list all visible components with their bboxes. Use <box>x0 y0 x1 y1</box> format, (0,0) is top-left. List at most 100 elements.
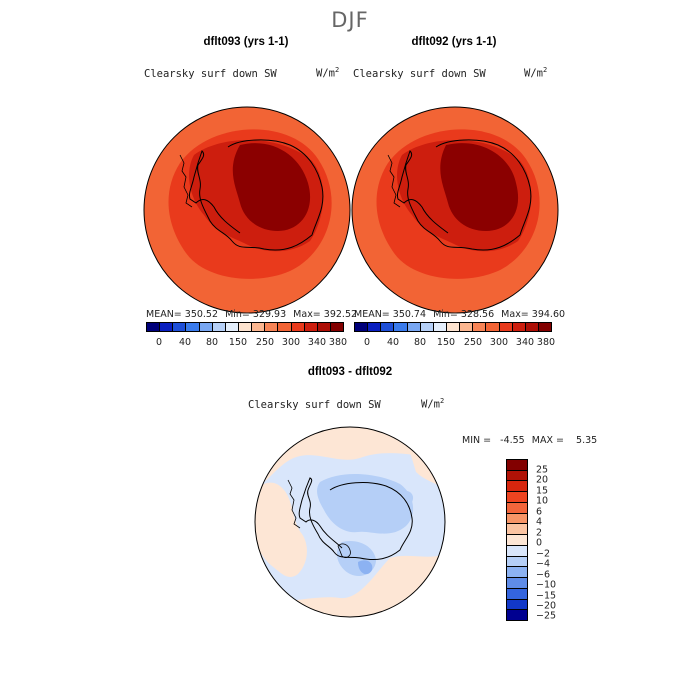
colorbar-swatch <box>507 535 527 546</box>
diff-variable: Clearsky surf down SW <box>248 399 381 411</box>
panel-2-title: dflt092 (yrs 1-1) <box>411 36 497 48</box>
colorbar-tick-label: 6 <box>536 506 543 518</box>
colorbar-tick-label: −25 <box>536 610 557 622</box>
colorbar-tick-label: 25 <box>536 464 549 476</box>
panel-1-colorbar <box>146 322 344 332</box>
colorbar-swatch <box>507 524 527 536</box>
panel-2-variable: Clearsky surf down SW <box>353 68 486 80</box>
diff-units: W/m2 <box>421 397 445 411</box>
panel-2-colorbar-labels: 0 40 80 150 250 300 340 380 <box>354 337 556 349</box>
colorbar-swatch <box>507 556 527 568</box>
colorbar-tick-label: 20 <box>536 474 549 486</box>
panel-1-field <box>144 107 350 313</box>
colorbar-tick-label: 300 <box>489 337 509 348</box>
colorbar-swatch <box>507 567 527 579</box>
colorbar-tick-label: 15 <box>536 485 549 497</box>
diff-field <box>255 427 445 617</box>
colorbar-swatch <box>507 545 527 557</box>
panel-2-stats: MEAN= 350.74 Min= 328.56 Max= 394.60 <box>354 309 569 320</box>
panel-2-units: W/m2 <box>524 66 548 80</box>
panel-2-map <box>351 106 559 314</box>
colorbar-tick-label: 340 <box>515 337 535 348</box>
colorbar-tick-label: 40 <box>178 337 192 348</box>
colorbar-tick-label: 250 <box>463 337 483 348</box>
colorbar-swatch <box>507 588 527 600</box>
panel-1-min: Min= 329.93 <box>225 309 287 320</box>
colorbar-swatch <box>525 323 539 331</box>
diff-title: dflt093 - dflt092 <box>307 366 393 378</box>
colorbar-swatch <box>368 323 382 331</box>
colorbar-swatch <box>265 323 279 331</box>
colorbar-tick-label: 340 <box>307 337 327 348</box>
colorbar-swatch <box>291 323 305 331</box>
colorbar-swatch <box>473 323 487 331</box>
panel-1-colorbar-labels: 0 40 80 150 250 300 340 380 <box>146 337 348 349</box>
colorbar-swatch <box>394 323 408 331</box>
colorbar-swatch <box>252 323 266 331</box>
colorbar-swatch <box>160 323 174 331</box>
colorbar-swatch <box>507 460 527 471</box>
diff-colorbar-labels: 25 20 15 10 6 4 2 0 −2 −4 −6 −10 −15 −20… <box>536 459 576 622</box>
colorbar-swatch <box>381 323 395 331</box>
colorbar-swatch <box>512 323 526 331</box>
colorbar-tick-label: −15 <box>536 590 557 602</box>
panel-2-colorbar <box>354 322 552 332</box>
colorbar-tick-label: 0 <box>363 337 371 348</box>
colorbar-swatch <box>212 323 226 331</box>
colorbar-tick-label: −2 <box>536 548 551 560</box>
colorbar-swatch <box>420 323 434 331</box>
colorbar-tick-label: 150 <box>436 337 456 348</box>
colorbar-swatch <box>538 323 552 331</box>
colorbar-tick-label: 250 <box>255 337 275 348</box>
colorbar-tick-label: −4 <box>536 558 551 570</box>
colorbar-swatch <box>147 323 161 331</box>
colorbar-tick-label: −20 <box>536 600 557 612</box>
colorbar-swatch <box>278 323 292 331</box>
figure-title: DJF <box>331 8 369 32</box>
colorbar-swatch <box>186 323 200 331</box>
panel-1-variable: Clearsky surf down SW <box>144 68 277 80</box>
colorbar-swatch <box>173 323 187 331</box>
panel-1-units: W/m2 <box>316 66 340 80</box>
colorbar-swatch <box>507 470 527 482</box>
colorbar-tick-label: 4 <box>536 516 543 528</box>
colorbar-swatch <box>486 323 500 331</box>
diff-colorbar <box>506 459 528 621</box>
colorbar-tick-label: 80 <box>413 337 427 348</box>
colorbar-swatch <box>199 323 213 331</box>
colorbar-swatch <box>507 578 527 589</box>
colorbar-tick-label: 0 <box>155 337 163 348</box>
colorbar-swatch <box>304 323 318 331</box>
colorbar-swatch <box>433 323 447 331</box>
panel-2-min: Min= 328.56 <box>433 309 495 320</box>
panel-2-field <box>352 107 558 313</box>
panel-1-max: Max= 392.52 <box>293 309 358 320</box>
colorbar-tick-label: 380 <box>328 337 348 348</box>
colorbar-tick-label: 380 <box>536 337 556 348</box>
panel-2-mean: MEAN= 350.74 <box>354 309 427 320</box>
colorbar-tick-label: 300 <box>281 337 301 348</box>
colorbar-tick-label: 10 <box>536 495 549 507</box>
colorbar-swatch <box>499 323 513 331</box>
colorbar-swatch <box>317 323 331 331</box>
panel-1-title: dflt093 (yrs 1-1) <box>203 36 289 48</box>
colorbar-swatch <box>225 323 239 331</box>
diff-max: MAX = 5.35 <box>531 435 598 446</box>
panel-1-map <box>143 106 351 314</box>
colorbar-tick-label: −10 <box>536 579 557 591</box>
colorbar-swatch <box>355 323 369 331</box>
colorbar-swatch <box>507 481 527 493</box>
colorbar-swatch <box>507 610 527 621</box>
colorbar-swatch <box>460 323 474 331</box>
colorbar-swatch <box>238 323 253 331</box>
panel-1-mean: MEAN= 350.52 <box>146 309 219 320</box>
colorbar-swatch <box>507 502 527 514</box>
colorbar-swatch <box>507 513 527 525</box>
colorbar-swatch <box>446 323 461 331</box>
colorbar-swatch <box>507 599 527 611</box>
colorbar-tick-label: 150 <box>228 337 248 348</box>
diff-min: MIN = -4.55 <box>462 435 525 446</box>
colorbar-swatch <box>507 492 527 503</box>
diff-minmax: MIN = -4.55 MAX = 5.35 <box>462 435 601 446</box>
colorbar-tick-label: −6 <box>536 569 551 581</box>
